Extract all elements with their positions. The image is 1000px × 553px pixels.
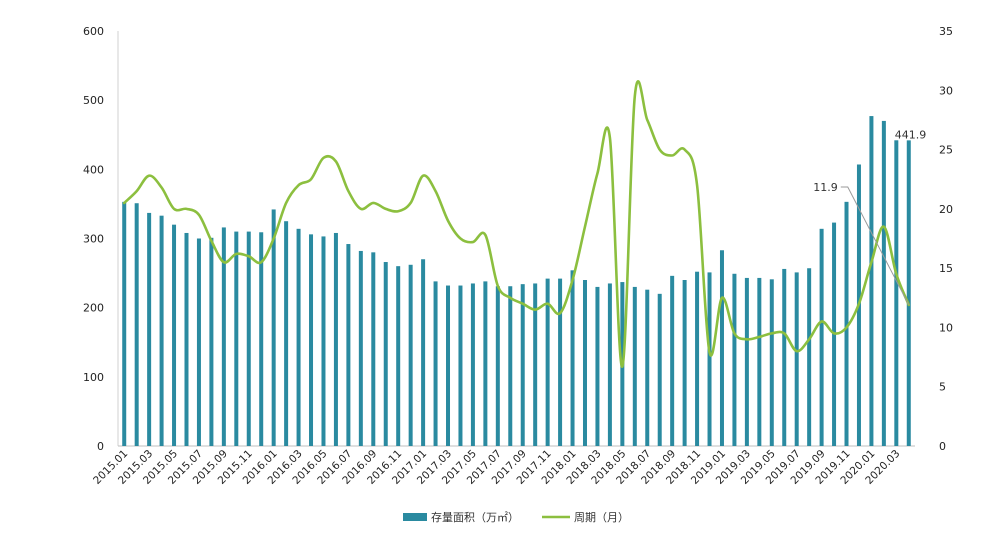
bar bbox=[807, 268, 812, 446]
bar bbox=[495, 286, 500, 446]
bar bbox=[271, 209, 276, 446]
bar bbox=[545, 278, 550, 446]
bar bbox=[869, 116, 874, 446]
bar bbox=[433, 281, 438, 446]
bar bbox=[570, 270, 575, 446]
bar bbox=[657, 293, 662, 446]
bar bbox=[383, 262, 388, 446]
bar bbox=[209, 237, 214, 446]
bar bbox=[719, 250, 724, 446]
y-right-tick-label: 30 bbox=[939, 84, 953, 97]
bar bbox=[483, 281, 488, 446]
legend-label-bar: 存量面积（万㎡） bbox=[431, 510, 519, 524]
y-left-tick-label: 500 bbox=[83, 94, 104, 107]
bar bbox=[458, 285, 463, 446]
bar bbox=[147, 212, 152, 446]
bar bbox=[906, 140, 911, 447]
bar bbox=[408, 264, 413, 446]
y-right-tick-label: 0 bbox=[939, 440, 946, 453]
y-right-tick-label: 5 bbox=[939, 381, 946, 394]
bar bbox=[533, 283, 538, 446]
bar-series bbox=[122, 116, 911, 447]
bar bbox=[645, 289, 650, 446]
y-left-tick-label: 600 bbox=[83, 25, 104, 38]
bar bbox=[296, 228, 301, 446]
bar bbox=[520, 284, 525, 446]
bar bbox=[446, 285, 451, 446]
bar bbox=[122, 201, 127, 446]
bar bbox=[732, 273, 737, 446]
bar bbox=[757, 277, 762, 446]
line-path bbox=[122, 80, 911, 368]
bar bbox=[582, 280, 587, 446]
bar bbox=[284, 221, 289, 446]
y-left-tick-label: 400 bbox=[83, 163, 104, 176]
bar bbox=[396, 266, 401, 446]
bar bbox=[346, 244, 351, 446]
bar bbox=[234, 231, 239, 446]
bar bbox=[695, 271, 700, 446]
bar bbox=[744, 277, 749, 446]
bar bbox=[707, 272, 712, 446]
bar bbox=[595, 286, 600, 446]
bar bbox=[508, 286, 513, 446]
bar bbox=[470, 283, 475, 446]
bar bbox=[782, 268, 787, 446]
bar bbox=[172, 224, 177, 446]
line-series bbox=[122, 80, 911, 368]
bar bbox=[321, 236, 326, 446]
annotations: 441.9 11.9 bbox=[813, 128, 927, 306]
y-right-tick-label: 20 bbox=[939, 203, 953, 216]
bar-data-label: 441.9 bbox=[895, 128, 927, 141]
bar bbox=[333, 232, 338, 446]
y-left-tick-label: 100 bbox=[83, 371, 104, 384]
bar bbox=[421, 259, 426, 446]
bar bbox=[558, 278, 563, 446]
bar bbox=[159, 215, 164, 446]
bar bbox=[769, 279, 774, 446]
legend-label-line: 周期（月） bbox=[574, 511, 629, 524]
bar bbox=[371, 252, 376, 446]
y-right-tick-label: 35 bbox=[939, 25, 953, 38]
bar bbox=[246, 231, 251, 446]
bar bbox=[184, 232, 189, 446]
bar bbox=[358, 250, 363, 446]
bar bbox=[844, 201, 849, 446]
bar bbox=[819, 228, 824, 446]
bar bbox=[309, 234, 314, 446]
line-data-label: 11.9 bbox=[813, 181, 838, 194]
annotation-leader-line bbox=[840, 186, 910, 306]
bar bbox=[881, 120, 886, 447]
y-right-tick-label: 10 bbox=[939, 321, 953, 334]
bar bbox=[682, 280, 687, 446]
bar bbox=[259, 232, 264, 446]
bar bbox=[794, 272, 799, 446]
legend-swatch-bar bbox=[403, 513, 427, 521]
y-left-tick-label: 300 bbox=[83, 233, 104, 246]
legend: 存量面积（万㎡） 周期（月） bbox=[403, 510, 629, 524]
bar bbox=[632, 286, 637, 446]
y-right-tick-label: 15 bbox=[939, 262, 953, 275]
y-right-tick-label: 25 bbox=[939, 144, 953, 157]
bar bbox=[134, 203, 139, 446]
y-left-tick-label: 200 bbox=[83, 302, 104, 315]
y-left-tick-label: 0 bbox=[97, 440, 104, 453]
bar bbox=[221, 227, 226, 446]
bar bbox=[607, 283, 612, 446]
bar bbox=[894, 140, 899, 447]
bar bbox=[670, 275, 675, 446]
bar bbox=[196, 238, 201, 446]
